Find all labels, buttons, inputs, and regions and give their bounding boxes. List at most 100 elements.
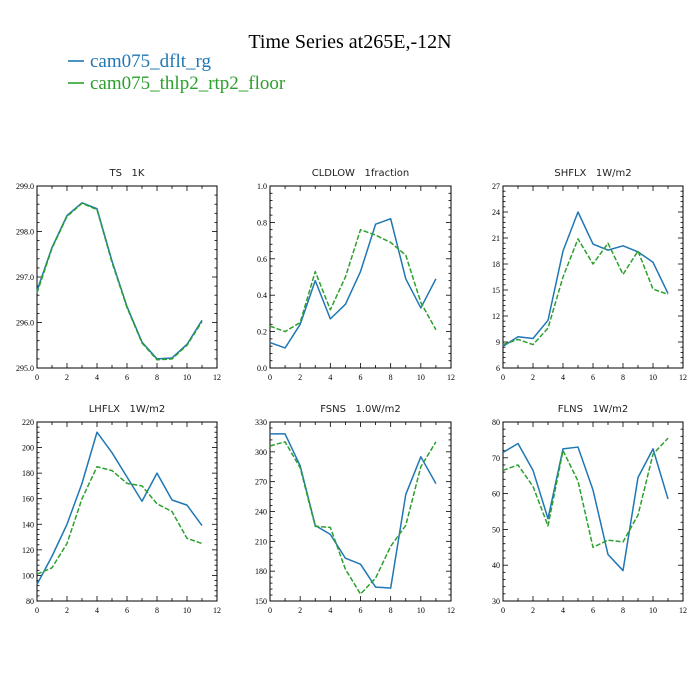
x-tick-label: 12 <box>213 373 221 382</box>
y-tick-label: 21 <box>492 234 500 243</box>
series-line-1 <box>269 441 437 595</box>
x-tick-label: 10 <box>183 606 191 615</box>
figure-title: Time Series at265E,-12N <box>248 31 451 53</box>
x-tick-label: 0 <box>268 373 272 382</box>
y-tick-label: 240 <box>255 508 267 517</box>
x-tick-label: 10 <box>417 373 425 382</box>
panel-3: LHFLX 1W/m2 0 2 4 6 8 10 12 80 100 120 140 160 180 200… <box>22 404 221 615</box>
x-tick-label: 0 <box>35 606 39 615</box>
x-tick-label: 4 <box>328 606 332 615</box>
legend-label-1: cam075_thlp2_rtp2_floor <box>90 73 286 94</box>
x-tick-label: 0 <box>35 373 39 382</box>
y-tick-label: 295.0 <box>16 364 34 373</box>
x-tick-label: 10 <box>649 606 657 615</box>
plot-frame <box>502 185 684 369</box>
y-tick-label: 180 <box>22 469 34 478</box>
x-tick-label: 12 <box>447 373 455 382</box>
y-tick-label: 140 <box>22 520 34 529</box>
x-tick-label: 8 <box>389 373 393 382</box>
plot-frame <box>269 421 452 602</box>
y-tick-label: 299.0 <box>16 182 34 191</box>
x-tick-label: 8 <box>621 606 625 615</box>
y-tick-label: 1.0 <box>257 182 267 191</box>
panel-5: FLNS 1W/m2 0 2 4 6 8 10 12 30 40 50 60 70 80 <box>492 404 687 615</box>
series-line-0 <box>502 442 669 572</box>
y-tick-label: 210 <box>255 537 267 546</box>
x-tick-label: 6 <box>591 373 595 382</box>
series-line-0 <box>269 218 437 349</box>
y-tick-label: 297.0 <box>16 273 34 282</box>
x-tick-label: 8 <box>155 373 159 382</box>
y-tick-label: 298.0 <box>16 228 34 237</box>
y-tick-label: 100 <box>22 571 34 580</box>
x-tick-label: 0 <box>268 606 272 615</box>
panels: TS 1K0 2 4 6 8 10 12295.0296.0297.0298.0299.0C… <box>16 168 687 615</box>
x-tick-label: 4 <box>561 606 565 615</box>
panel-title: FSNS 1.0W/m2 <box>320 404 401 415</box>
x-tick-label: 6 <box>359 606 363 615</box>
y-tick-label: 50 <box>492 525 500 534</box>
x-tick-label: 12 <box>213 606 221 615</box>
series-line-0 <box>270 433 437 589</box>
series-line-1 <box>269 228 437 333</box>
x-tick-label: 10 <box>183 373 191 382</box>
y-tick-label: 270 <box>255 478 267 487</box>
series-line-0 <box>36 431 203 585</box>
plot-frame <box>502 421 684 602</box>
y-tick-label: 60 <box>492 490 500 499</box>
x-tick-label: 8 <box>155 606 159 615</box>
x-tick-label: 2 <box>65 606 69 615</box>
y-tick-label: 0.4 <box>257 291 267 300</box>
x-tick-label: 4 <box>95 373 99 382</box>
series-line-1 <box>36 202 203 361</box>
x-tick-label: 4 <box>561 373 565 382</box>
y-tick-label: 150 <box>255 597 267 606</box>
x-tick-label: 6 <box>591 606 595 615</box>
y-tick-label: 120 <box>22 546 34 555</box>
y-tick-label: 80 <box>492 418 500 427</box>
y-tick-label: 15 <box>492 286 500 295</box>
series-line-0 <box>502 211 669 347</box>
y-tick-label: 220 <box>22 418 34 427</box>
x-tick-label: 12 <box>679 606 687 615</box>
legend: cam075_dflt_rg cam075_thlp2_rtp2_floor <box>68 51 286 94</box>
x-tick-label: 4 <box>328 373 332 382</box>
y-tick-label: 70 <box>492 454 500 463</box>
panel-title: CLDLOW 1fraction <box>312 168 410 179</box>
x-tick-label: 0 <box>501 373 505 382</box>
x-tick-label: 10 <box>417 606 425 615</box>
series-line-1 <box>36 466 203 575</box>
y-tick-label: 200 <box>22 444 34 453</box>
x-tick-label: 8 <box>389 606 393 615</box>
y-tick-label: 160 <box>22 495 34 504</box>
y-tick-label: 0.0 <box>257 364 267 373</box>
x-tick-label: 4 <box>95 606 99 615</box>
panel-4: FSNS 1.0W/m2 0 2 4 6 8 10 12 150 180 210 240 270 300 3… <box>255 404 455 615</box>
x-tick-label: 6 <box>125 606 129 615</box>
y-tick-label: 18 <box>492 260 500 269</box>
y-tick-label: 24 <box>492 208 500 217</box>
y-tick-label: 40 <box>492 561 500 570</box>
y-tick-label: 0.6 <box>257 255 267 264</box>
panel-title: LHFLX 1W/m2 <box>89 404 166 415</box>
x-tick-label: 2 <box>531 606 535 615</box>
x-tick-label: 6 <box>125 373 129 382</box>
x-tick-label: 2 <box>298 606 302 615</box>
x-tick-label: 6 <box>359 373 363 382</box>
y-tick-label: 12 <box>492 312 500 321</box>
y-tick-label: 296.0 <box>16 319 34 328</box>
panel-title: SHFLX 1W/m2 <box>554 168 631 179</box>
series-line-1 <box>502 437 669 549</box>
y-tick-label: 80 <box>26 597 34 606</box>
plot-frame <box>269 185 452 369</box>
y-tick-label: 9 <box>496 338 500 347</box>
x-tick-label: 12 <box>447 606 455 615</box>
x-tick-label: 10 <box>649 373 657 382</box>
panel-title: FLNS 1W/m2 <box>558 404 628 415</box>
panel-0: TS 1K 0 2 4 6 8 10 12 295.0 296.0 297.0 298.0 299.0 <box>16 168 221 382</box>
y-tick-label: 330 <box>255 418 267 427</box>
x-tick-label: 12 <box>679 373 687 382</box>
x-tick-label: 2 <box>531 373 535 382</box>
